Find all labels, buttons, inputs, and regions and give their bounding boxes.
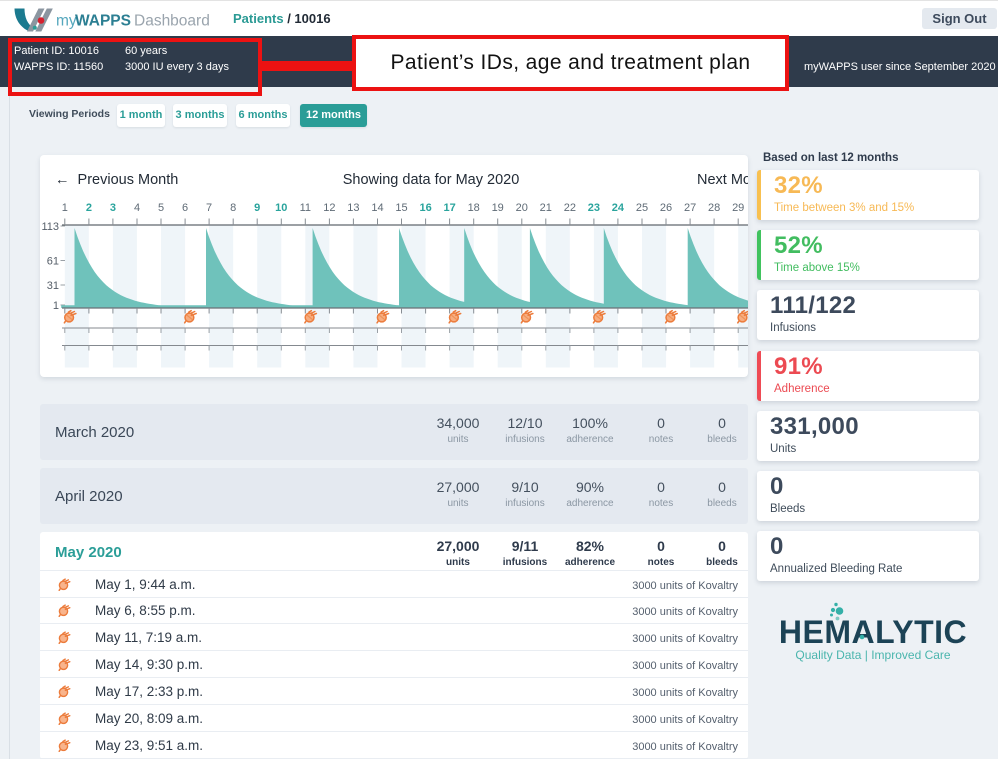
svg-text:23: 23 <box>588 202 600 214</box>
svg-text:27: 27 <box>684 202 696 214</box>
svg-text:113: 113 <box>41 221 59 233</box>
svg-text:10: 10 <box>275 202 287 214</box>
svg-text:8: 8 <box>230 202 236 214</box>
svg-text:6: 6 <box>182 202 188 214</box>
svg-text:16: 16 <box>419 202 431 214</box>
svg-text:28: 28 <box>708 202 720 214</box>
svg-text:19: 19 <box>492 202 504 214</box>
svg-text:11: 11 <box>300 202 311 214</box>
svg-text:4: 4 <box>134 202 140 214</box>
svg-text:2: 2 <box>86 202 92 214</box>
svg-text:12: 12 <box>323 202 335 214</box>
svg-text:9: 9 <box>254 202 260 214</box>
svg-text:21: 21 <box>540 202 552 214</box>
svg-text:WAPPS: WAPPS <box>75 13 131 30</box>
svg-text:31: 31 <box>47 280 59 292</box>
svg-text:7: 7 <box>206 202 212 214</box>
svg-text:13: 13 <box>347 202 359 214</box>
svg-text:17: 17 <box>443 202 455 214</box>
svg-text:29: 29 <box>732 202 744 214</box>
svg-text:Dashboard: Dashboard <box>134 13 210 30</box>
svg-text:61: 61 <box>47 256 59 268</box>
svg-text:14: 14 <box>371 202 383 214</box>
svg-text:22: 22 <box>564 202 576 214</box>
svg-text:24: 24 <box>612 202 625 214</box>
svg-text:1: 1 <box>53 300 59 312</box>
svg-text:3: 3 <box>110 202 116 214</box>
svg-text:18: 18 <box>468 202 480 214</box>
svg-text:20: 20 <box>516 202 528 214</box>
svg-text:26: 26 <box>660 202 672 214</box>
svg-text:my: my <box>56 13 77 30</box>
svg-text:5: 5 <box>158 202 164 214</box>
svg-text:25: 25 <box>636 202 648 214</box>
svg-text:15: 15 <box>395 202 407 214</box>
svg-text:1: 1 <box>62 202 68 214</box>
